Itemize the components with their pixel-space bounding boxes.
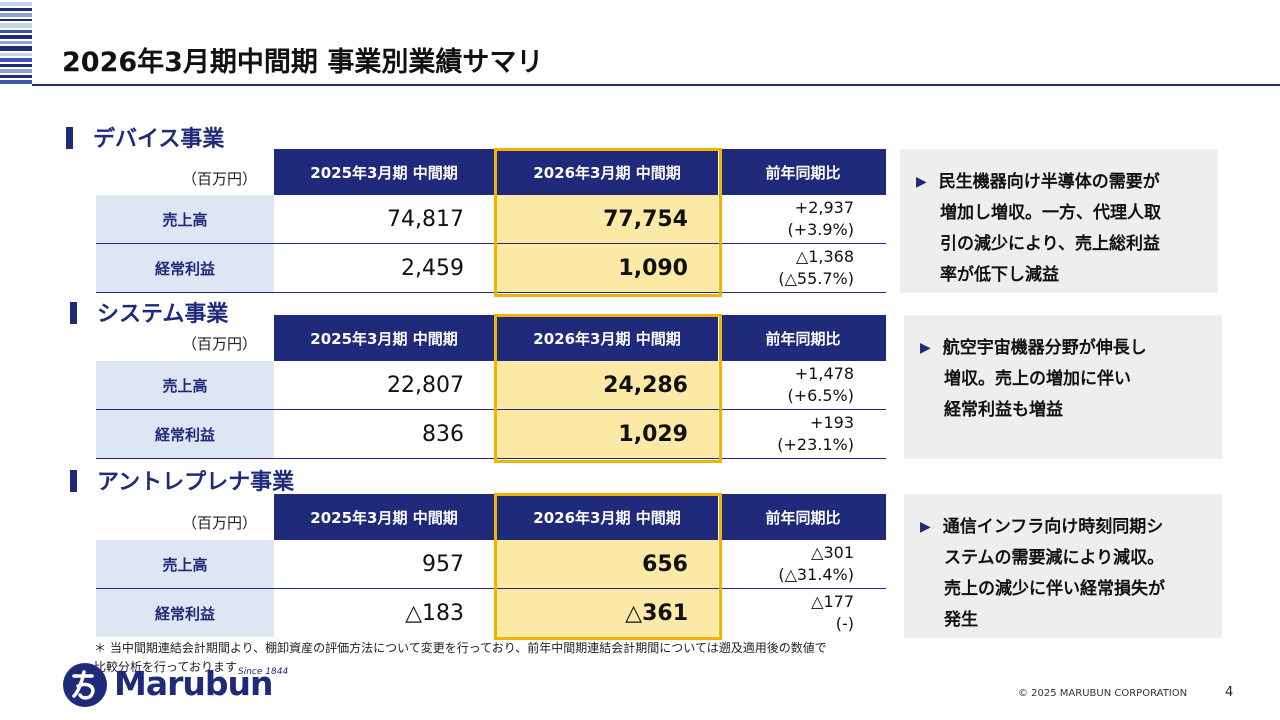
note-line: 増加し増収。一方、代理人取: [940, 203, 1161, 223]
triangle-bullet-icon: ▶: [920, 519, 931, 535]
note-line: 経常利益も増益: [944, 400, 1063, 420]
note-line: ▶ 航空宇宙機器分野が伸長し: [920, 338, 1147, 358]
header-prev-period: 2025年3月期 中間期: [274, 149, 494, 195]
sales-yoy: △301 (△31.4%): [722, 540, 886, 588]
row-divider: [96, 243, 886, 244]
segment-note-entrepreneur: ▶ 通信インフラ向け時刻同期シ ステムの需要減により減収。 売上の減少に伴い経常損…: [904, 494, 1222, 638]
page-title: 2026年3月期中間期 事業別業績サマリ: [62, 47, 544, 78]
yoy-diff: △1,368: [795, 247, 854, 266]
profit-curr-value: △361: [496, 589, 718, 637]
yoy-pct: (+23.1%): [777, 435, 854, 454]
segment-title-system: システム事業: [70, 296, 228, 328]
profit-prev-value: △183: [405, 600, 464, 626]
profit-prev-value: 2,459: [401, 255, 464, 281]
row-label-ordinary-profit: 経常利益: [96, 410, 274, 458]
yoy-pct: (+6.5%): [787, 386, 854, 405]
unit-label: （百万円）: [182, 170, 258, 188]
note-line: 売上の減少に伴い経常損失が: [944, 579, 1165, 599]
title-divider: [32, 84, 1280, 86]
yoy-diff: △301: [811, 543, 854, 562]
header-yoy: 前年同期比: [720, 315, 886, 361]
header-curr-period: 2026年3月期 中間期: [496, 494, 718, 540]
header-prev-period: 2025年3月期 中間期: [274, 494, 494, 540]
sales-prev-value: 74,817: [387, 206, 464, 232]
row-divider: [96, 588, 886, 589]
note-line: 率が低下し減益: [940, 265, 1059, 285]
yoy-diff: +1,478: [794, 364, 854, 383]
triangle-bullet-icon: ▶: [920, 340, 931, 356]
current-period-highlight: [494, 493, 722, 640]
sales-curr-value: 24,286: [496, 361, 718, 409]
corner-stripes-decoration: [0, 0, 32, 84]
sales-yoy: +2,937 (+3.9%): [722, 195, 886, 243]
header-curr-period: 2026年3月期 中間期: [496, 315, 718, 361]
sales-prev-value: 22,807: [387, 372, 464, 398]
marubun-logo: Marubun Since 1844: [62, 660, 294, 710]
unit-label: （百万円）: [182, 514, 258, 532]
current-period-highlight: [494, 314, 722, 463]
segment-title-device: デバイス事業: [66, 121, 224, 153]
profit-yoy: +193 (+23.1%): [722, 410, 886, 458]
current-period-highlight: [494, 148, 722, 297]
footnote: ＊ 当中間期連結会計期間より、棚卸資産の評価方法について変更を行っており、前年中…: [94, 641, 827, 674]
sales-prev-value: 957: [422, 551, 464, 577]
row-label-sales: 売上高: [96, 361, 274, 409]
logo-wordmark: Marubun: [114, 664, 273, 703]
profit-curr-value: 1,029: [496, 410, 718, 458]
yoy-diff: +2,937: [794, 198, 854, 217]
marubun-logo-mark-icon: [63, 663, 107, 707]
note-line: ステムの需要減により減収。: [944, 548, 1165, 568]
yoy-pct: (△31.4%): [778, 565, 854, 584]
row-divider: [96, 458, 886, 459]
row-label-ordinary-profit: 経常利益: [96, 244, 274, 292]
profit-prev-value: 836: [422, 421, 464, 447]
unit-label: （百万円）: [182, 335, 258, 353]
yoy-diff: △177: [811, 592, 854, 611]
segment-title-entrepreneur: アントレプレナ事業: [70, 464, 294, 496]
logo-tagline: Since 1844: [238, 667, 289, 677]
note-line: 発生: [944, 610, 978, 630]
note-line: ▶ 民生機器向け半導体の需要が: [916, 172, 1160, 192]
row-divider: [96, 292, 886, 293]
sales-curr-value: 656: [496, 540, 718, 588]
note-line: 引の減少により、売上総利益: [940, 234, 1160, 254]
row-divider: [96, 409, 886, 410]
profit-curr-value: 1,090: [496, 244, 718, 292]
row-label-sales: 売上高: [96, 540, 274, 588]
yoy-pct: (-): [835, 614, 854, 633]
triangle-bullet-icon: ▶: [916, 174, 927, 190]
note-line: ▶ 通信インフラ向け時刻同期シ: [920, 517, 1164, 537]
copyright: © 2025 MARUBUN CORPORATION: [1018, 688, 1188, 699]
profit-yoy: △177 (-): [722, 589, 886, 637]
row-label-sales: 売上高: [96, 195, 274, 243]
page-number: 4: [1225, 685, 1234, 700]
yoy-pct: (+3.9%): [787, 220, 854, 239]
sales-curr-value: 77,754: [496, 195, 718, 243]
row-label-ordinary-profit: 経常利益: [96, 589, 274, 637]
profit-yoy: △1,368 (△55.7%): [722, 244, 886, 292]
segment-note-system: ▶ 航空宇宙機器分野が伸長し 増収。売上の増加に伴い 経常利益も増益: [904, 315, 1222, 459]
segment-note-device: ▶ 民生機器向け半導体の需要が 増加し増収。一方、代理人取 引の減少により、売上総…: [900, 149, 1218, 293]
header-yoy: 前年同期比: [720, 494, 886, 540]
yoy-pct: (△55.7%): [778, 269, 854, 288]
note-line: 増収。売上の増加に伴い: [944, 369, 1131, 389]
header-curr-period: 2026年3月期 中間期: [496, 149, 718, 195]
header-yoy: 前年同期比: [720, 149, 886, 195]
sales-yoy: +1,478 (+6.5%): [722, 361, 886, 409]
header-prev-period: 2025年3月期 中間期: [274, 315, 494, 361]
yoy-diff: +193: [810, 413, 854, 432]
